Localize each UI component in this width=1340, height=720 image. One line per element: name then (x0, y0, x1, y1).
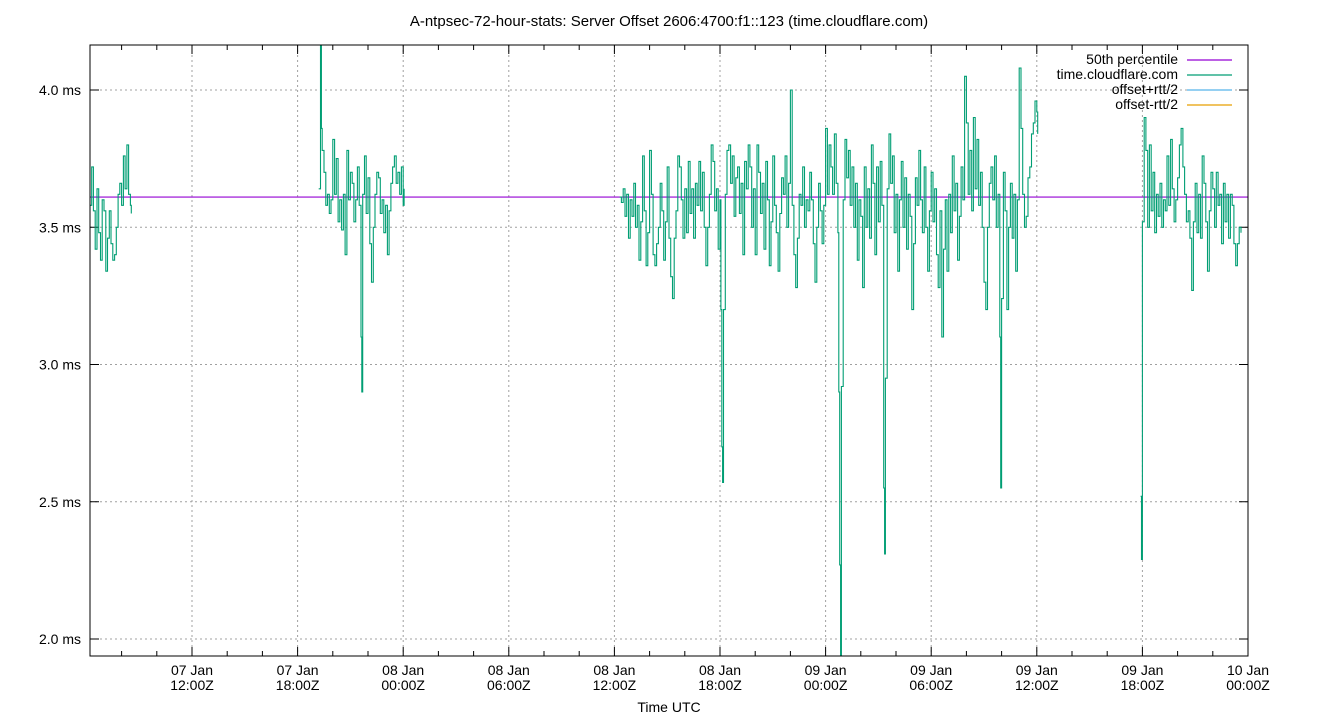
legend-label: 50th percentile (1086, 51, 1178, 67)
x-tick-label-time: 12:00Z (593, 677, 637, 693)
x-tick-label-time: 12:00Z (170, 677, 214, 693)
x-tick-label-time: 06:00Z (909, 677, 953, 693)
x-tick-label-date: 08 Jan (382, 662, 424, 678)
x-tick-label-date: 08 Jan (699, 662, 741, 678)
grid-lines (90, 45, 1249, 656)
x-tick-label-date: 08 Jan (593, 662, 635, 678)
x-axis-label: Time UTC (637, 699, 700, 715)
x-tick-label-date: 07 Jan (171, 662, 213, 678)
x-tick-label-date: 09 Jan (1016, 662, 1058, 678)
y-tick-label: 3.5 ms (39, 219, 81, 235)
x-tick-label-time: 18:00Z (276, 677, 320, 693)
legend-label: offset-rtt/2 (1115, 96, 1178, 112)
x-tick-label-date: 09 Jan (910, 662, 952, 678)
series-line (318, 45, 405, 393)
x-tick-label-time: 00:00Z (381, 677, 425, 693)
y-tick-label: 2.0 ms (39, 631, 81, 647)
x-tick-label-date: 07 Jan (277, 662, 319, 678)
x-tick-label-time: 00:00Z (804, 677, 848, 693)
series-line (619, 67, 1039, 656)
y-tick-label: 2.5 ms (39, 494, 81, 510)
x-tick-label-date: 08 Jan (488, 662, 530, 678)
series-line (90, 144, 132, 272)
plot-border (89, 44, 1249, 657)
legend: 50th percentiletime.cloudflare.comoffset… (1057, 51, 1232, 112)
x-tick-label-time: 12:00Z (1015, 677, 1059, 693)
x-tick-label-time: 18:00Z (698, 677, 742, 693)
x-tick-label-time: 00:00Z (1226, 677, 1270, 693)
y-tick-label: 3.0 ms (39, 357, 81, 373)
plot-area (90, 45, 1248, 656)
series-line (1140, 116, 1242, 560)
legend-label: time.cloudflare.com (1057, 66, 1178, 82)
x-tick-label-date: 09 Jan (1121, 662, 1163, 678)
x-tick-label-time: 06:00Z (487, 677, 531, 693)
legend-label: offset+rtt/2 (1112, 81, 1178, 97)
y-axis: 4.0 ms 3.5 ms 3.0 ms 2.5 ms 2.0 ms (39, 82, 1248, 647)
x-tick-label-date: 09 Jan (805, 662, 847, 678)
x-tick-label-date: 10 Jan (1227, 662, 1269, 678)
chart-title: A-ntpsec-72-hour-stats: Server Offset 26… (410, 13, 928, 30)
x-tick-label-time: 18:00Z (1121, 677, 1165, 693)
y-tick-label: 4.0 ms (39, 82, 81, 98)
